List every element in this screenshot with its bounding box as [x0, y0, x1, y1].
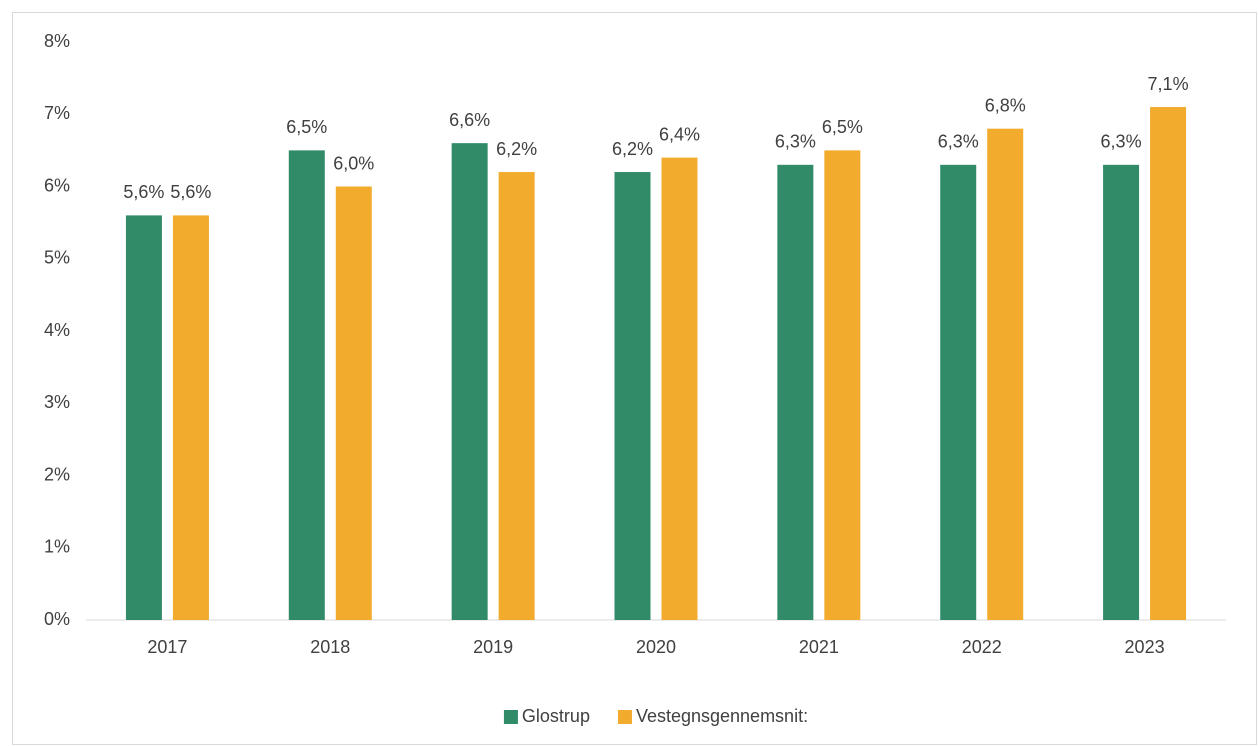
value-label: 5,6%	[170, 182, 211, 202]
bar	[125, 215, 162, 620]
value-label: 6,5%	[822, 117, 863, 137]
value-label: 7,1%	[1148, 74, 1189, 94]
legend-item: Glostrup	[503, 706, 590, 726]
legend-label: Glostrup	[522, 706, 590, 726]
value-label: 6,6%	[449, 110, 490, 130]
bar	[661, 157, 698, 620]
bar	[777, 164, 814, 620]
value-label: 6,3%	[1101, 132, 1142, 152]
y-tick-label: 1%	[44, 537, 70, 557]
bar	[451, 143, 488, 620]
value-label: 6,8%	[985, 95, 1026, 115]
x-tick-label: 2017	[147, 637, 187, 657]
x-tick-label: 2022	[962, 637, 1002, 657]
bar	[940, 164, 977, 620]
legend-swatch	[617, 710, 632, 724]
value-label: 6,2%	[612, 139, 653, 159]
y-tick-label: 5%	[44, 248, 70, 268]
bar	[288, 150, 325, 620]
value-label: 6,5%	[286, 117, 327, 137]
x-tick-label: 2021	[799, 637, 839, 657]
y-tick-label: 2%	[44, 464, 70, 484]
x-tick-label: 2023	[1125, 637, 1165, 657]
bar	[1103, 164, 1140, 620]
value-label: 5,6%	[123, 182, 164, 202]
y-tick-label: 3%	[44, 392, 70, 412]
bar	[824, 150, 861, 620]
y-tick-label: 7%	[44, 103, 70, 123]
chart-border	[12, 12, 1257, 745]
bar	[987, 128, 1024, 620]
legend-label: Vestegnsgennemsnit:	[636, 706, 808, 726]
bar	[614, 172, 651, 621]
value-label: 6,0%	[333, 153, 374, 173]
value-label: 6,2%	[496, 139, 537, 159]
value-label: 6,4%	[659, 124, 700, 144]
x-tick-label: 2019	[473, 637, 513, 657]
legend-swatch	[503, 710, 518, 724]
bar	[335, 186, 372, 620]
bar	[498, 172, 535, 621]
x-tick-label: 2020	[636, 637, 676, 657]
y-tick-label: 0%	[44, 609, 70, 629]
bar	[172, 215, 209, 620]
legend-item: Vestegnsgennemsnit:	[617, 706, 808, 726]
value-label: 6,3%	[938, 132, 979, 152]
y-tick-label: 8%	[44, 31, 70, 51]
bar	[1150, 107, 1187, 620]
x-tick-label: 2018	[310, 637, 350, 657]
y-tick-label: 4%	[44, 320, 70, 340]
value-label: 6,3%	[775, 132, 816, 152]
y-tick-label: 6%	[44, 175, 70, 195]
